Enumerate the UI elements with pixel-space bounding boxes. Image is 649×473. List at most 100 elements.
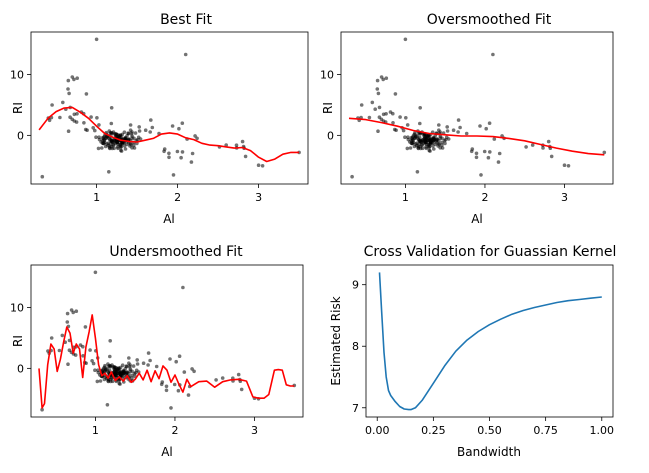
- data-point: [102, 377, 107, 382]
- data-point: [109, 106, 114, 110]
- fit-line: [38, 314, 295, 409]
- data-point: [73, 353, 78, 357]
- data-point: [116, 146, 120, 151]
- x-tick-label: 1: [92, 424, 99, 437]
- data-point: [418, 121, 422, 126]
- data-point: [496, 160, 501, 164]
- data-point: [122, 368, 126, 373]
- data-point: [398, 115, 402, 119]
- data-point: [486, 155, 491, 160]
- panel-oversmoothed-fit: Oversmoothed Fit 1 2 3 0 10 Al RI: [320, 12, 614, 226]
- data-point: [546, 139, 551, 144]
- data-point: [497, 151, 502, 156]
- data-point: [367, 115, 372, 120]
- data-point: [49, 336, 54, 340]
- data-point: [103, 144, 108, 149]
- data-point: [350, 174, 354, 179]
- y-tick-label: 9: [352, 279, 359, 292]
- data-point: [110, 131, 114, 135]
- data-point: [65, 311, 70, 316]
- tick-group: 1 2 3 0 10: [10, 69, 262, 204]
- data-point: [440, 143, 444, 147]
- data-point: [107, 170, 111, 174]
- fit-line: [38, 106, 300, 163]
- data-point: [464, 131, 469, 136]
- data-point: [491, 52, 495, 57]
- data-point: [445, 129, 450, 133]
- data-point: [126, 131, 131, 136]
- data-point: [171, 173, 176, 177]
- data-point: [167, 151, 171, 156]
- data-point: [391, 121, 395, 125]
- data-point: [94, 37, 99, 42]
- data-point: [75, 112, 79, 116]
- data-point: [416, 146, 420, 150]
- data-point: [370, 100, 375, 105]
- data-point: [193, 134, 197, 138]
- x-tick-label: 3: [255, 191, 262, 204]
- data-point: [81, 344, 85, 349]
- data-point: [458, 125, 462, 130]
- data-point: [239, 387, 244, 392]
- data-point: [190, 151, 195, 156]
- data-point: [375, 87, 380, 91]
- data-point: [236, 372, 241, 377]
- x-tick-label: 0.00: [365, 424, 390, 437]
- data-point: [297, 150, 301, 155]
- data-point: [478, 124, 482, 128]
- data-point: [456, 118, 461, 122]
- data-point: [47, 118, 52, 123]
- data-point: [524, 145, 528, 149]
- y-axis-label: Estimated Risk: [329, 296, 343, 385]
- data-point: [484, 126, 489, 131]
- data-point: [167, 155, 171, 160]
- x-tick-label: 1: [93, 191, 100, 204]
- data-point: [180, 121, 185, 125]
- data-point: [123, 147, 128, 151]
- data-point: [177, 354, 182, 359]
- data-point: [50, 103, 54, 107]
- data-point: [108, 354, 112, 359]
- data-point: [65, 320, 70, 324]
- data-point: [66, 78, 71, 83]
- data-point: [106, 379, 110, 383]
- data-point: [75, 76, 79, 80]
- plot-area: [38, 37, 301, 179]
- data-point: [141, 361, 146, 366]
- data-point: [420, 146, 425, 151]
- data-point: [84, 361, 88, 366]
- panel-cross-validation: Cross Validation for Guassian Kernel 0.0…: [329, 244, 616, 459]
- data-point: [175, 149, 180, 154]
- x-tick-label: 0.50: [477, 424, 502, 437]
- data-point: [220, 376, 225, 380]
- data-point: [437, 138, 441, 143]
- data-point: [106, 362, 110, 366]
- data-point: [110, 379, 115, 384]
- data-point: [373, 107, 378, 111]
- data-point: [72, 112, 77, 117]
- y-tick-label: 10: [320, 69, 334, 82]
- data-point: [95, 116, 99, 120]
- data-point: [243, 154, 248, 159]
- data-point: [376, 91, 381, 96]
- data-point: [91, 361, 96, 366]
- data-point: [401, 128, 406, 133]
- data-point: [164, 388, 169, 393]
- data-point: [424, 140, 429, 145]
- data-point: [164, 384, 169, 389]
- data-point: [442, 138, 447, 143]
- data-point: [100, 146, 104, 150]
- data-point: [129, 142, 133, 147]
- x-axis-label: Al: [161, 445, 173, 459]
- data-point: [118, 382, 122, 386]
- y-tick-label: 0: [17, 129, 24, 142]
- data-point: [469, 149, 474, 154]
- x-tick-label: 0.75: [533, 424, 558, 437]
- data-point: [118, 372, 122, 376]
- data-point: [146, 363, 150, 367]
- data-point: [159, 382, 164, 387]
- data-point: [418, 106, 423, 110]
- plot-area: [378, 272, 602, 411]
- data-point: [114, 373, 119, 378]
- data-point: [132, 146, 137, 150]
